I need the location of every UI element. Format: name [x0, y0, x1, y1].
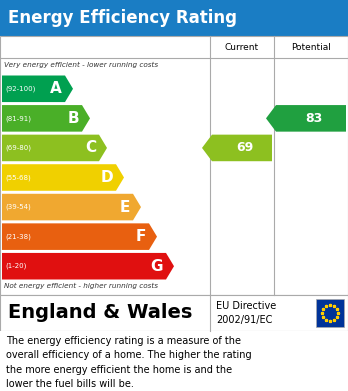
Text: G: G — [150, 259, 163, 274]
Text: E: E — [120, 199, 130, 215]
Text: England & Wales: England & Wales — [8, 303, 192, 323]
Text: (39-54): (39-54) — [5, 204, 31, 210]
Polygon shape — [2, 223, 157, 250]
Text: F: F — [136, 229, 146, 244]
Bar — [0, 36, 348, 295]
Polygon shape — [2, 105, 90, 132]
Polygon shape — [2, 253, 174, 280]
Text: Not energy efficient - higher running costs: Not energy efficient - higher running co… — [4, 283, 158, 289]
Text: (92-100): (92-100) — [5, 86, 35, 92]
Text: 83: 83 — [306, 112, 323, 125]
Bar — [0, 331, 348, 391]
Text: Very energy efficient - lower running costs: Very energy efficient - lower running co… — [4, 62, 158, 68]
Text: 69: 69 — [236, 142, 254, 154]
Text: Energy Efficiency Rating: Energy Efficiency Rating — [8, 9, 237, 27]
Polygon shape — [2, 135, 107, 161]
Text: (21-38): (21-38) — [5, 233, 31, 240]
Text: (69-80): (69-80) — [5, 145, 31, 151]
Text: B: B — [68, 111, 79, 126]
Text: (81-91): (81-91) — [5, 115, 31, 122]
Text: Potential: Potential — [291, 43, 331, 52]
Text: A: A — [50, 81, 62, 96]
Text: (55-68): (55-68) — [5, 174, 31, 181]
Polygon shape — [2, 164, 124, 191]
Polygon shape — [202, 135, 272, 161]
Text: (1-20): (1-20) — [5, 263, 26, 269]
Text: The energy efficiency rating is a measure of the
overall efficiency of a home. T: The energy efficiency rating is a measur… — [6, 336, 252, 389]
Bar — [0, 295, 348, 331]
Text: Current: Current — [225, 43, 259, 52]
Text: EU Directive
2002/91/EC: EU Directive 2002/91/EC — [216, 301, 276, 325]
Bar — [316, 299, 344, 327]
Text: C: C — [85, 140, 96, 156]
Polygon shape — [2, 194, 141, 221]
Bar — [0, 0, 348, 36]
Polygon shape — [2, 75, 73, 102]
Polygon shape — [266, 105, 346, 132]
Text: D: D — [100, 170, 113, 185]
